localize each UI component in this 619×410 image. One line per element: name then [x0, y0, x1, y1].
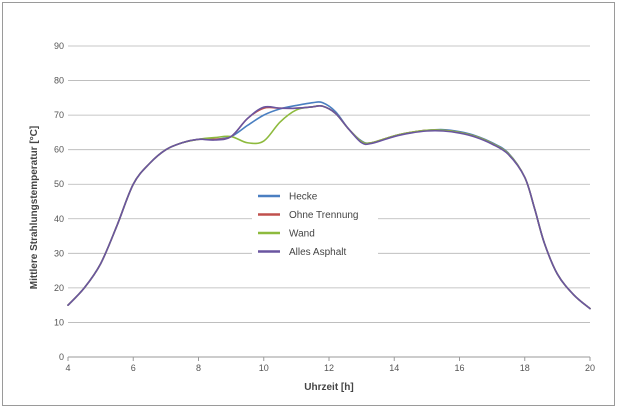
y-tick-label: 50	[54, 179, 64, 189]
series-lines	[67, 101, 591, 310]
legend-label: Alles Asphalt	[289, 247, 346, 258]
x-axis-title: Uhrzeit [h]	[304, 382, 353, 393]
x-tick-label: 6	[131, 363, 136, 373]
y-tick-label: 0	[59, 352, 64, 362]
x-tick-labels: 4 6 8 10 12 14 16 18 20	[65, 357, 595, 373]
x-tick-label: 14	[389, 363, 399, 373]
y-tick-label: 40	[54, 214, 64, 224]
legend-label: Hecke	[289, 192, 318, 203]
x-tick-label: 18	[520, 363, 530, 373]
y-tick-label: 20	[54, 283, 64, 293]
y-tick-labels: 0 10 20 30 40 50 60 70 80 90	[54, 41, 64, 362]
x-tick-label: 12	[324, 363, 334, 373]
x-tick-label: 10	[259, 363, 269, 373]
y-tick-label: 60	[54, 145, 64, 155]
y-axis-title: Mittlere Strahlungstemperatur [°C]	[29, 126, 40, 289]
series-line-3	[67, 104, 591, 310]
x-tick-label: 4	[65, 363, 70, 373]
legend: Hecke Ohne Trennung Wand Alles Asphalt	[252, 188, 378, 264]
y-tick-label: 10	[54, 317, 64, 327]
legend-label: Ohne Trennung	[289, 210, 359, 221]
y-tick-label: 30	[54, 248, 64, 258]
y-tick-label: 80	[54, 76, 64, 86]
gridlines	[68, 45, 590, 323]
y-tick-label: 90	[54, 41, 64, 51]
x-tick-label: 20	[585, 363, 595, 373]
x-tick-label: 16	[454, 363, 464, 373]
x-tick-label: 8	[196, 363, 201, 373]
legend-label: Wand	[289, 229, 315, 240]
y-tick-label: 70	[54, 110, 64, 120]
